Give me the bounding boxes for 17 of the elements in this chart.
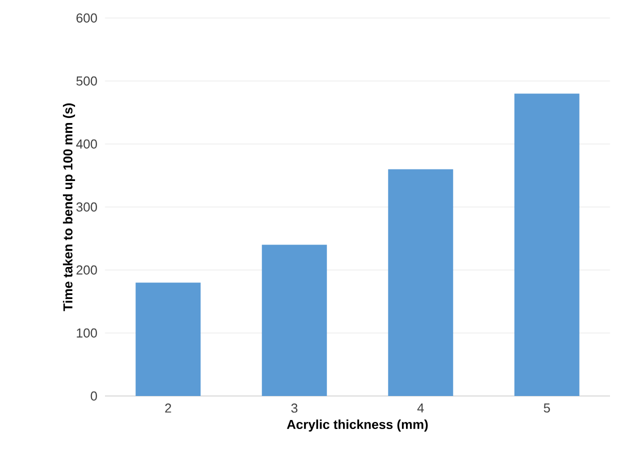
x-tick-label: 5 <box>544 404 550 413</box>
y-axis-title: Time taken to bend up 100 mm (s) <box>62 103 76 312</box>
bar <box>514 94 580 396</box>
y-tick-label: 500 <box>76 76 97 86</box>
y-tick-label: 300 <box>76 202 97 212</box>
bar <box>388 169 454 396</box>
x-tick-label: 3 <box>291 404 298 413</box>
bar <box>262 244 327 396</box>
y-tick-label: 600 <box>76 13 97 23</box>
y-tick-label: 200 <box>76 265 97 275</box>
x-tick-label: 2 <box>165 404 172 413</box>
x-tick-label: 4 <box>417 404 424 412</box>
y-tick-label: 0 <box>90 391 97 401</box>
bar <box>136 282 201 396</box>
y-tick-label: 100 <box>76 328 97 338</box>
y-tick-label: 400 <box>76 139 97 149</box>
x-axis-title: Acrylic thickness (mm) <box>286 420 428 432</box>
